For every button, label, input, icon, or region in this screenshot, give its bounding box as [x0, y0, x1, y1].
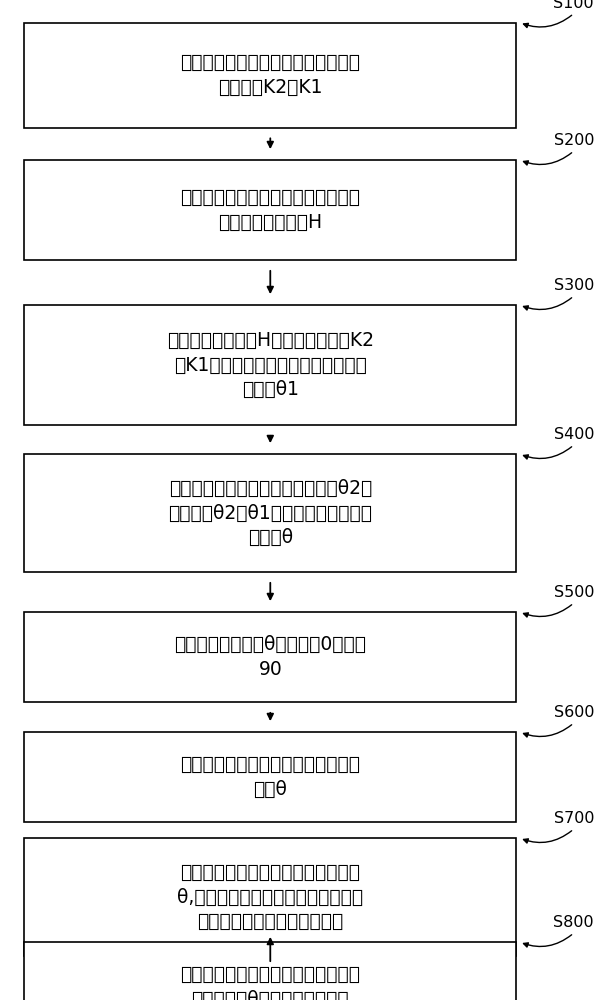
Bar [24, 22, 516, 127]
Text: S600: S600 [553, 705, 594, 720]
Text: 根据宏指令功能，获取当前主轴刀号
及对应的刀长数据H: 根据宏指令功能，获取当前主轴刀号 及对应的刀长数据H [180, 188, 361, 232]
Text: 判断所述冲水角度θ是否大于0且小于
90: 判断所述冲水角度θ是否大于0且小于 90 [175, 635, 366, 679]
Text: 下级单片机依据所接收到的角度数据
θ,转换成舐机总线协议的报文格式，
通过总线发送至各个执行舐机: 下级单片机依据所接收到的角度数据 θ,转换成舐机总线协议的报文格式， 通过总线发… [177, 863, 364, 931]
Bar [24, 160, 516, 260]
Text: S800: S800 [553, 915, 594, 930]
Bar [24, 454, 516, 572]
Bar [24, 612, 516, 702]
Text: S100: S100 [553, 0, 594, 10]
Text: S200: S200 [553, 133, 594, 148]
Text: S700: S700 [553, 811, 594, 826]
Text: 判断是否存在用户自定义偏移角度θ2，
若是则将θ2与θ1加法运算得出最终冲
水角度θ: 判断是否存在用户自定义偏移角度θ2， 若是则将θ2与θ1加法运算得出最终冲 水角… [169, 479, 372, 547]
Bar [24, 942, 516, 1000]
Text: 输入所述刀长数据H，结合所述参数K2
和K1和一反正切运算公式，计算出冲
水角度θ1: 输入所述刀长数据H，结合所述参数K2 和K1和一反正切运算公式，计算出冲 水角度… [167, 331, 374, 399]
Text: 修改数控机床的系统参数，并设定基
准参数为K2和K1: 修改数控机床的系统参数，并设定基 准参数为K2和K1 [180, 53, 361, 97]
Bar [24, 732, 516, 822]
Bar [24, 305, 516, 425]
Text: 若是，则进行宏打印，输出所述冲水
角度θ: 若是，则进行宏打印，输出所述冲水 角度θ [180, 755, 361, 799]
Text: S500: S500 [553, 585, 594, 600]
Text: 各舐机所连接的噴嘴摇动机构根据所
述冲水角度θ进行自动对焦冲水: 各舐机所连接的噴嘴摇动机构根据所 述冲水角度θ进行自动对焦冲水 [180, 965, 361, 1000]
Bar [24, 838, 516, 956]
Text: S300: S300 [554, 278, 594, 293]
Text: S400: S400 [553, 427, 594, 442]
